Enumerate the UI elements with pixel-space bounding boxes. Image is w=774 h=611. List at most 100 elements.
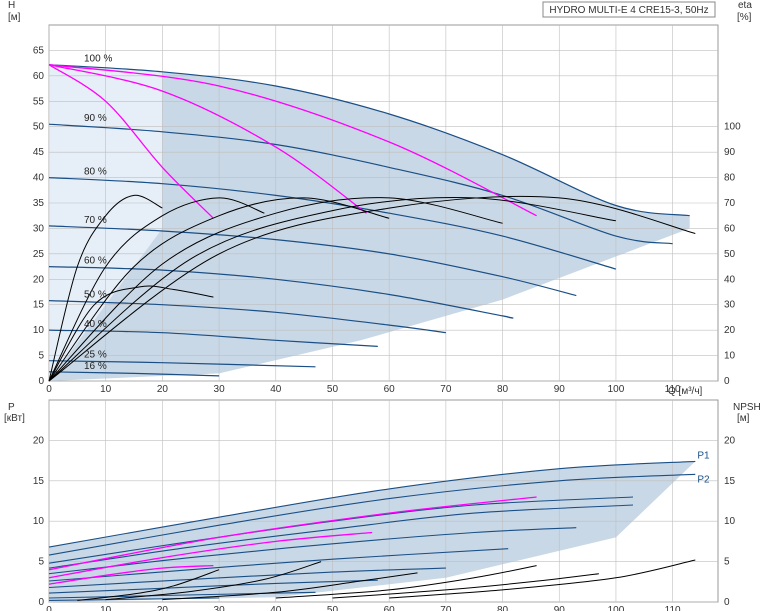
power-magenta-curve-1 xyxy=(48,531,373,579)
speed-label: 80 % xyxy=(84,167,107,178)
head-x-tick-label: 20 xyxy=(157,384,169,395)
speed-label: 70 % xyxy=(84,215,107,226)
q-axis-title: Q [м³/ч] xyxy=(668,386,703,397)
npsh-axis-title: NPSH xyxy=(733,402,761,413)
power-y-tick-label: 0 xyxy=(38,597,44,608)
head-y-tick-label: 30 xyxy=(33,223,45,234)
power-y2-tick-label: 10 xyxy=(724,516,736,527)
head-x-tick-label: 0 xyxy=(46,384,52,395)
npsh-curve-3 xyxy=(162,572,418,601)
head-x-tick-label: 30 xyxy=(214,384,226,395)
head-speed-curve-6 xyxy=(48,329,378,347)
chart-title: HYDRO MULTI-E 4 CRE15-3, 50Hz xyxy=(549,5,708,16)
head-y-tick-label: 55 xyxy=(33,96,45,107)
head-y-tick-label: 10 xyxy=(33,325,45,336)
p2-series-label: P2 xyxy=(697,474,710,485)
title-box xyxy=(542,1,716,18)
head-y-tick-label: 5 xyxy=(38,351,44,362)
head-y2-tick-label: 10 xyxy=(724,351,736,362)
head-y-tick-label: 60 xyxy=(33,71,45,82)
head-axis-title-unit: [м] xyxy=(8,12,21,23)
power-curve-5 xyxy=(48,548,509,582)
head-y-tick-label: 45 xyxy=(33,147,45,158)
head-y2-tick-label: 40 xyxy=(724,274,736,285)
head-speed-curve-4 xyxy=(48,266,514,319)
power-curve-6 xyxy=(48,567,446,589)
head-y2-tick-label: 0 xyxy=(724,376,730,387)
head-speed-curve-0 xyxy=(48,64,690,217)
head-magenta-curve-1 xyxy=(48,64,367,214)
head-x-tick-label: 70 xyxy=(440,384,452,395)
npsh-curve-0 xyxy=(389,559,696,599)
eta-curve-3 xyxy=(48,197,503,382)
power-magenta-curve-2 xyxy=(48,564,214,585)
eta-curve-1 xyxy=(48,197,265,382)
power-y-tick-label: 15 xyxy=(33,476,45,487)
power-curve-3 xyxy=(48,504,634,569)
head-x-tick-label: 10 xyxy=(100,384,112,395)
power-x-tick-label: 20 xyxy=(157,605,169,611)
power-x-tick-label: 60 xyxy=(384,605,396,611)
head-y-tick-label: 0 xyxy=(38,376,44,387)
speed-label: 40 % xyxy=(84,319,107,330)
power-x-tick-label: 30 xyxy=(214,605,226,611)
power-curve-9 xyxy=(48,597,220,601)
power-operating-envelope xyxy=(49,461,696,602)
power-y-tick-label: 10 xyxy=(33,516,45,527)
power-axis-title: P xyxy=(8,402,15,413)
head-y-tick-label: 35 xyxy=(33,198,45,209)
power-y2-tick-label: 5 xyxy=(724,557,730,568)
npsh-curve-2 xyxy=(275,565,537,599)
power-x-tick-label: 100 xyxy=(608,605,625,611)
eta-curve-0 xyxy=(48,194,163,382)
head-x-tick-label: 90 xyxy=(554,384,566,395)
head-axis-title-h: H xyxy=(8,0,15,11)
head-speed-curve-3 xyxy=(48,225,577,297)
power-magenta-curve-0 xyxy=(48,496,537,571)
speed-label: 50 % xyxy=(84,290,107,301)
power-panel: 0 10 20 30 40 50 60 70 80 90 100 110 0 5 10 15 20 0 5 10 15 2… xyxy=(33,399,736,611)
power-x-tick-label: 50 xyxy=(327,605,339,611)
power-y2-tick-label: 0 xyxy=(724,597,730,608)
power-x-tick-label: 90 xyxy=(554,605,566,611)
head-operating-envelope xyxy=(49,64,690,381)
head-x-tick-label: 110 xyxy=(665,384,681,395)
speed-label: 16 % xyxy=(84,361,107,372)
eta-curve-5 xyxy=(48,195,696,382)
power-curve-8 xyxy=(48,591,316,599)
head-y2-tick-label: 50 xyxy=(724,249,736,260)
npsh-axis-unit: [м] xyxy=(737,413,750,424)
power-x-tick-label: 40 xyxy=(270,605,282,611)
power-axis-unit: [кВт] xyxy=(4,413,25,424)
head-y2-tick-label: 20 xyxy=(724,325,736,336)
head-y2-tick-label: 90 xyxy=(724,147,736,158)
head-speed-curve-2 xyxy=(48,177,617,270)
head-x-tick-label: 40 xyxy=(270,384,282,395)
head-x-tick-label: 80 xyxy=(497,384,509,395)
power-curve-4 xyxy=(48,527,577,575)
head-speed-curve-1 xyxy=(48,123,673,245)
head-speed-curve-7 xyxy=(48,360,316,368)
power-y-tick-label: 20 xyxy=(33,435,45,446)
speed-label: 100 % xyxy=(84,54,112,65)
power-y2-tick-label: 20 xyxy=(724,435,736,446)
npsh-curve-5 xyxy=(77,569,220,601)
head-y-tick-label: 20 xyxy=(33,274,45,285)
head-x-tick-label: 100 xyxy=(608,384,625,395)
head-magenta-curve-2 xyxy=(48,64,537,217)
head-y2-tick-label: 70 xyxy=(724,198,736,209)
npsh-curve-4 xyxy=(105,561,322,601)
speed-label: 25 % xyxy=(84,350,107,361)
head-x-tick-label: 60 xyxy=(384,384,396,395)
head-y2-tick-label: 30 xyxy=(724,300,736,311)
head-panel: 0 10 20 30 40 50 60 70 80 90 100 110051015202530354… xyxy=(33,24,741,395)
head-y-tick-label: 50 xyxy=(33,122,45,133)
speed-label: 60 % xyxy=(84,256,107,267)
power-x-tick-label: 110 xyxy=(665,605,681,611)
power-x-tick-label: 10 xyxy=(100,605,112,611)
head-magenta-curve-0 xyxy=(48,64,214,219)
head-y-tick-label: 65 xyxy=(33,45,45,56)
head-y-tick-label: 40 xyxy=(33,173,45,184)
head-y-tick-label: 15 xyxy=(33,300,45,311)
power-x-tick-label: 80 xyxy=(497,605,509,611)
